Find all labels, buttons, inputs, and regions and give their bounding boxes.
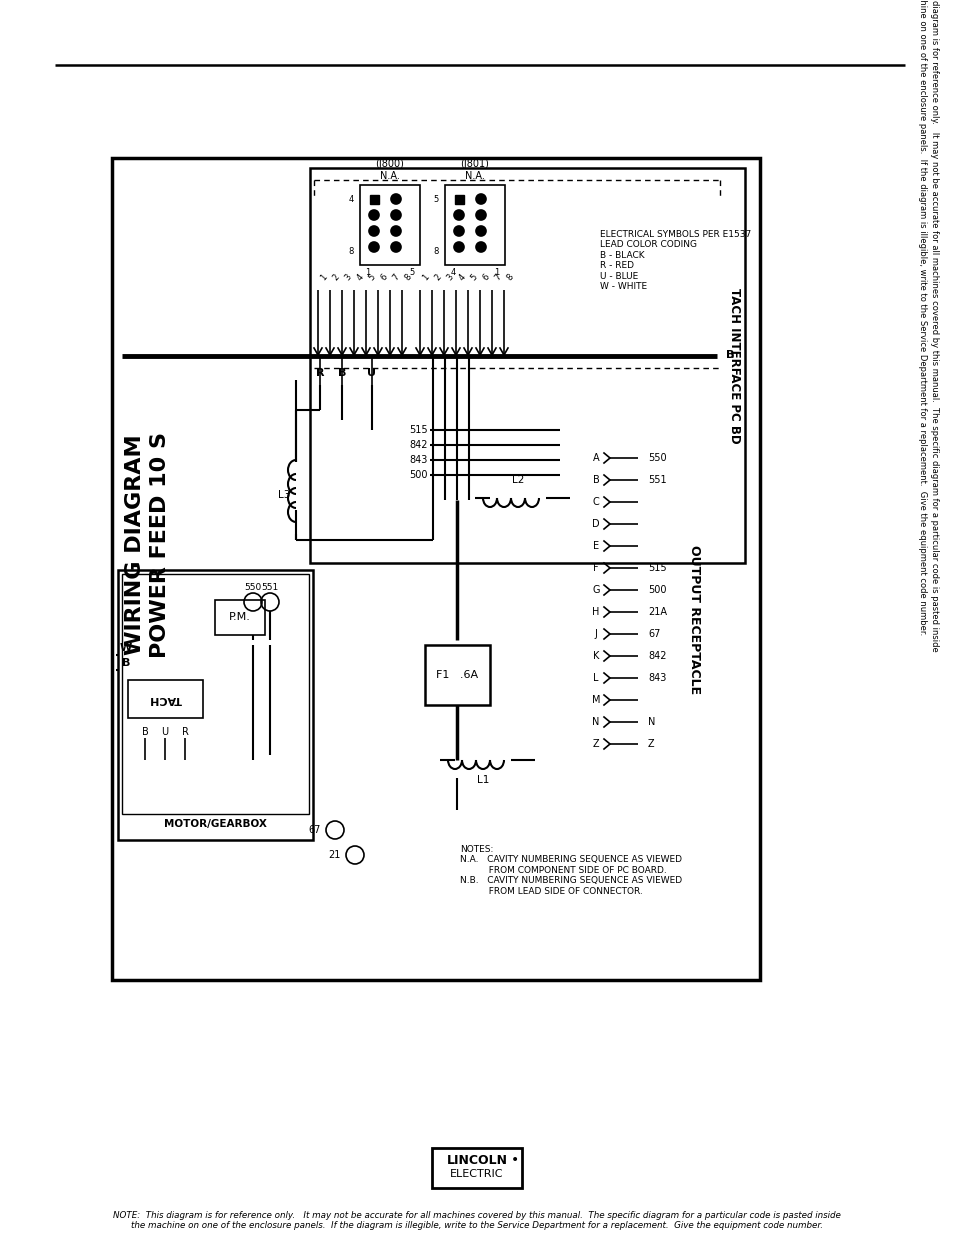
Text: 8: 8 xyxy=(402,272,413,282)
Text: U: U xyxy=(367,368,376,378)
Text: 842: 842 xyxy=(409,440,428,450)
Text: 6: 6 xyxy=(378,272,389,282)
Bar xyxy=(424,645,490,705)
Text: 550: 550 xyxy=(244,583,261,592)
Text: R: R xyxy=(181,727,189,737)
Text: 551: 551 xyxy=(261,583,278,592)
Text: NOTE:  This diagram is for reference only.   It may not be accurate for all mach: NOTE: This diagram is for reference only… xyxy=(113,1210,840,1219)
Circle shape xyxy=(454,226,463,236)
Text: 4: 4 xyxy=(456,272,467,282)
Text: J: J xyxy=(594,629,597,638)
Text: Z: Z xyxy=(647,739,654,748)
Text: 500: 500 xyxy=(647,585,666,595)
Text: H: H xyxy=(592,606,599,618)
Text: C: C xyxy=(592,496,598,508)
Text: ELECTRICAL SYMBOLS PER E1537
LEAD COLOR CODING
B - BLACK
R - RED
U - BLUE
W - WH: ELECTRICAL SYMBOLS PER E1537 LEAD COLOR … xyxy=(599,230,750,291)
Text: POWER FEED 10 S: POWER FEED 10 S xyxy=(150,432,170,658)
Circle shape xyxy=(476,242,485,252)
Circle shape xyxy=(476,210,485,220)
Text: NOTE:  This diagram is for reference only.   It may not be accurate for all mach: NOTE: This diagram is for reference only… xyxy=(929,0,939,651)
Bar xyxy=(432,1149,521,1188)
Text: 1: 1 xyxy=(494,268,499,277)
Text: 2: 2 xyxy=(331,272,341,282)
Circle shape xyxy=(454,210,463,220)
Text: N: N xyxy=(647,718,655,727)
Bar xyxy=(444,185,504,266)
Text: 1: 1 xyxy=(365,268,370,277)
Text: 550: 550 xyxy=(647,453,666,463)
Text: Z: Z xyxy=(592,739,598,748)
Text: (J801)
N.A.: (J801) N.A. xyxy=(460,159,489,180)
Text: B: B xyxy=(141,727,149,737)
Circle shape xyxy=(391,242,400,252)
Text: NOTES:
N.A.   CAVITY NUMBERING SEQUENCE AS VIEWED
          FROM COMPONENT SIDE : NOTES: N.A. CAVITY NUMBERING SEQUENCE AS… xyxy=(459,845,681,895)
Text: 7: 7 xyxy=(493,272,503,282)
Text: 3: 3 xyxy=(343,272,353,282)
Text: M: M xyxy=(591,695,599,705)
Text: K: K xyxy=(592,651,598,661)
Text: G: G xyxy=(592,585,599,595)
Text: L2: L2 xyxy=(511,475,523,485)
Text: 4: 4 xyxy=(450,268,456,277)
Text: TACH: TACH xyxy=(149,694,182,704)
Bar xyxy=(112,158,760,981)
Text: 67: 67 xyxy=(647,629,659,638)
Text: OUTPUT RECEPTACLE: OUTPUT RECEPTACLE xyxy=(688,546,700,694)
Text: 515: 515 xyxy=(409,425,428,435)
Circle shape xyxy=(476,194,485,204)
Text: 21: 21 xyxy=(328,850,340,860)
Bar xyxy=(214,600,265,635)
Text: 843: 843 xyxy=(647,673,666,683)
Text: B: B xyxy=(592,475,598,485)
Text: B: B xyxy=(337,368,346,378)
Text: WIRING DIAGRAM: WIRING DIAGRAM xyxy=(125,435,145,656)
Text: 551: 551 xyxy=(647,475,666,485)
Circle shape xyxy=(391,210,400,220)
Bar xyxy=(128,680,203,718)
Text: A: A xyxy=(592,453,598,463)
Text: 7: 7 xyxy=(391,272,401,282)
Text: L: L xyxy=(593,673,598,683)
Text: 67: 67 xyxy=(309,825,320,835)
Text: 5: 5 xyxy=(409,268,415,277)
Text: R: R xyxy=(315,368,324,378)
Circle shape xyxy=(391,226,400,236)
Text: 5: 5 xyxy=(434,194,438,204)
Text: the machine on one of the enclosure panels.  If the diagram is illegible, write : the machine on one of the enclosure pane… xyxy=(131,1221,822,1230)
Text: L3: L3 xyxy=(277,490,290,500)
Text: 500: 500 xyxy=(409,471,428,480)
Text: U: U xyxy=(161,727,169,737)
Text: P.M.: P.M. xyxy=(229,613,251,622)
Text: L1: L1 xyxy=(476,776,489,785)
Text: 1: 1 xyxy=(318,272,329,282)
Text: (J800)
N.A.: (J800) N.A. xyxy=(375,159,404,180)
Bar xyxy=(455,195,463,204)
Circle shape xyxy=(391,194,400,204)
Text: F: F xyxy=(593,563,598,573)
Text: 8: 8 xyxy=(434,247,438,256)
Text: 8: 8 xyxy=(348,247,354,256)
Text: W: W xyxy=(120,643,132,653)
Bar xyxy=(118,571,313,840)
Text: E: E xyxy=(593,541,598,551)
Text: B: B xyxy=(122,658,130,668)
Bar xyxy=(370,195,378,204)
Text: 6: 6 xyxy=(480,272,491,282)
Text: 8: 8 xyxy=(504,272,515,282)
Bar xyxy=(122,574,309,814)
Text: 4: 4 xyxy=(349,194,354,204)
Text: D: D xyxy=(592,519,599,529)
Bar xyxy=(310,168,744,563)
Text: •: • xyxy=(511,1153,518,1167)
Text: 5: 5 xyxy=(469,272,478,282)
Text: 21A: 21A xyxy=(647,606,666,618)
Circle shape xyxy=(369,226,378,236)
Text: 1: 1 xyxy=(420,272,431,282)
Text: MOTOR/GEARBOX: MOTOR/GEARBOX xyxy=(164,819,267,829)
Text: N: N xyxy=(592,718,599,727)
Circle shape xyxy=(476,226,485,236)
Text: 5: 5 xyxy=(367,272,376,282)
Circle shape xyxy=(454,242,463,252)
Text: the machine on one of the enclosure panels.  If the diagram is illegible, write : the machine on one of the enclosure pane… xyxy=(917,0,925,635)
Text: TACH INTERFACE PC BD: TACH INTERFACE PC BD xyxy=(728,288,740,443)
